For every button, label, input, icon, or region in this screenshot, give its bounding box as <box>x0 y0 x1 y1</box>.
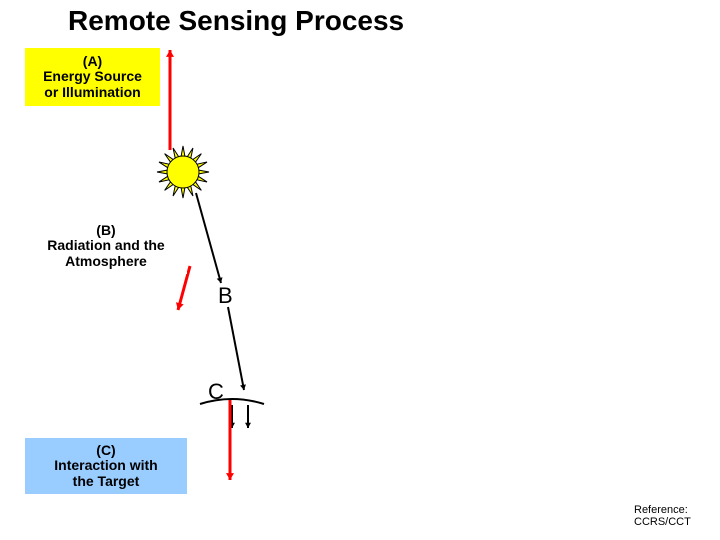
label-b-line3: Atmosphere <box>65 254 147 269</box>
label-c-interaction-target: (C) Interaction with the Target <box>25 438 187 494</box>
label-a-line2: Energy Source <box>43 69 142 84</box>
reference-text: Reference: CCRS/CCT <box>634 504 691 528</box>
slide-root: Remote Sensing Process BC (A) Energy Sou… <box>0 0 720 540</box>
svg-text:B: B <box>218 283 233 308</box>
reference-line2: CCRS/CCT <box>634 516 691 528</box>
label-a-line3: or Illumination <box>44 85 140 100</box>
label-b-radiation-atmosphere: (B) Radiation and the Atmosphere <box>25 218 187 274</box>
label-b-line2: Radiation and the <box>47 238 164 253</box>
label-c-line1: (C) <box>96 443 115 458</box>
label-c-line2: Interaction with <box>54 458 157 473</box>
label-b-line1: (B) <box>96 223 115 238</box>
svg-text:C: C <box>208 379 224 404</box>
label-a-energy-source: (A) Energy Source or Illumination <box>25 48 160 106</box>
reference-line1: Reference: <box>634 504 691 516</box>
label-c-line3: the Target <box>73 474 140 489</box>
label-a-line1: (A) <box>83 54 102 69</box>
